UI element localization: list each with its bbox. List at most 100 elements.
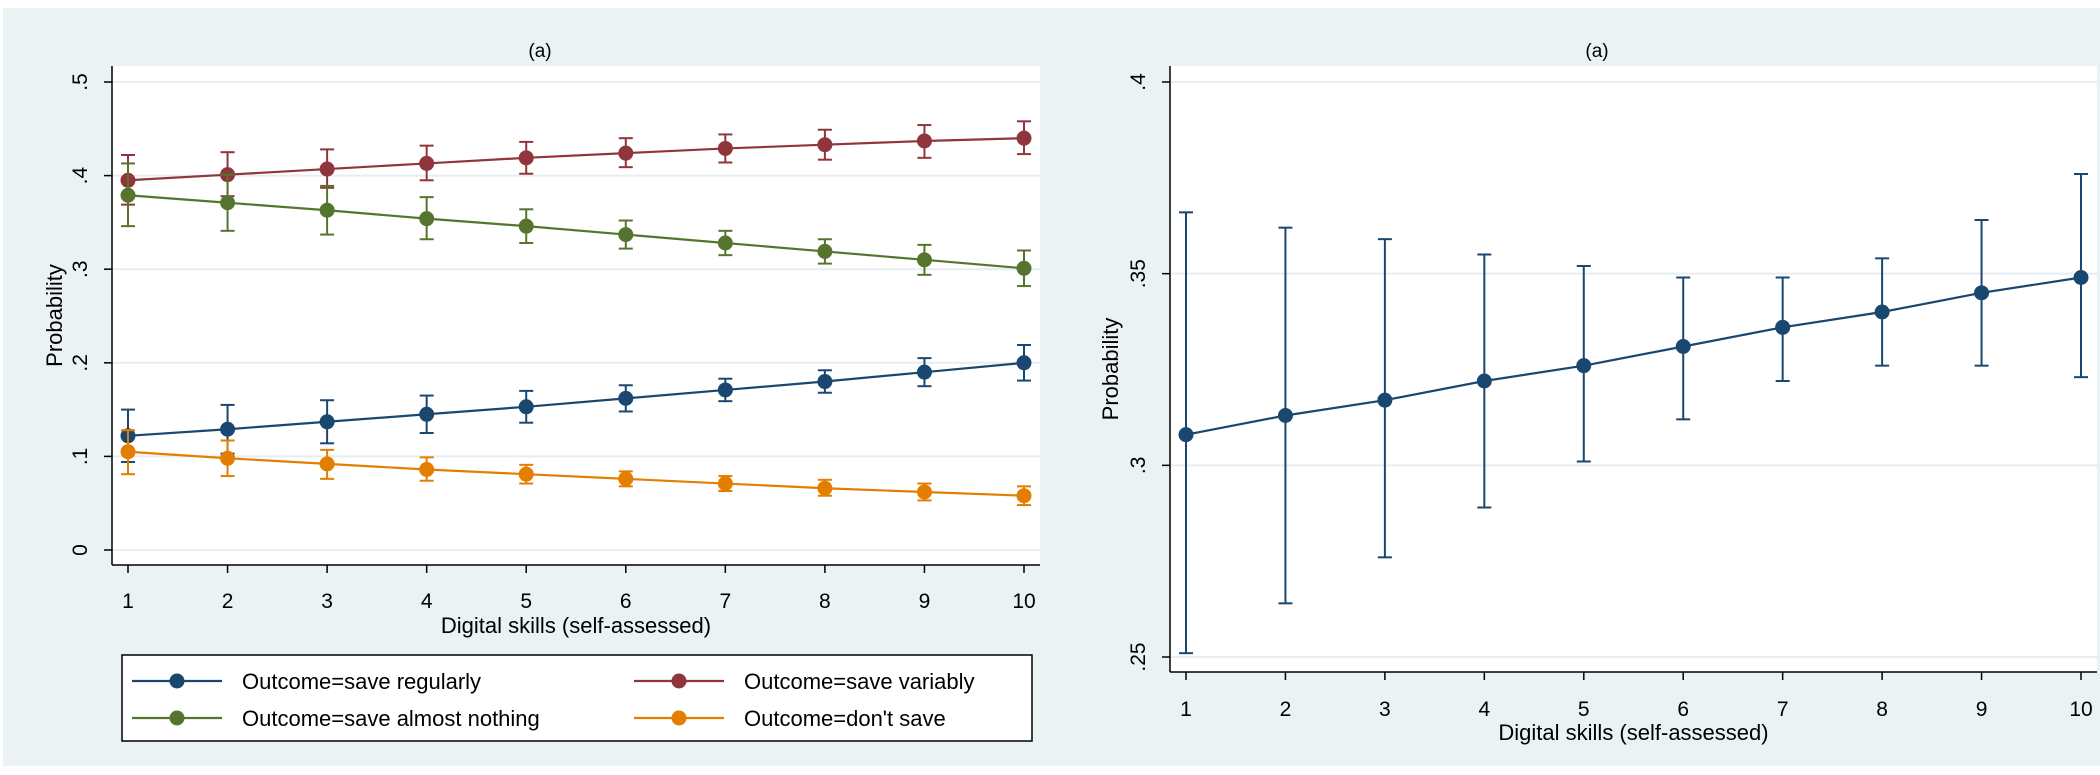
data-point	[817, 243, 833, 259]
x-tick-label: 3	[321, 590, 333, 613]
chart-panel-1: (a) 0 .1 .2 .3 .4 .5 1 2 3 4 5 6 7 8 9 10 Digital skills …	[42, 41, 1040, 742]
legend-label: Outcome=don't save	[744, 706, 946, 731]
legend-label: Outcome=save variably	[744, 669, 975, 694]
y-tick-label: 0	[69, 544, 92, 556]
data-point	[1675, 339, 1691, 354]
data-point	[1016, 260, 1032, 276]
data-point	[120, 444, 136, 460]
x-tick-label: 4	[1478, 698, 1490, 721]
x-axis-title: Digital skills (self-assessed)	[441, 613, 711, 638]
data-point	[120, 187, 136, 203]
data-point	[319, 414, 335, 430]
data-point	[419, 462, 435, 478]
data-point	[2073, 270, 2089, 285]
data-point	[518, 150, 534, 166]
x-tick-label: 1	[1180, 698, 1192, 721]
legend-swatch-marker	[671, 673, 687, 689]
x-tick-label: 10	[1012, 590, 1035, 613]
data-point	[717, 382, 733, 398]
data-point	[419, 155, 435, 171]
legend-item-4: Outcome=don't save	[634, 706, 946, 731]
y-tick-label: .3	[1127, 457, 1150, 475]
data-point	[1476, 373, 1492, 389]
series-line	[127, 361, 1025, 437]
series-1	[1178, 173, 2089, 655]
chart-panel-2: (a) .25 .3 .35 .4 1 2 3 4 5 6 7 8 9 10 Digital skills (…	[1098, 41, 2097, 745]
data-point	[518, 466, 534, 482]
data-point	[220, 450, 236, 466]
x-tick-label: 6	[620, 590, 632, 613]
legend-label: Outcome=save almost nothing	[242, 706, 540, 731]
data-point	[618, 227, 634, 243]
data-point	[319, 456, 335, 472]
legend-swatch-marker	[169, 710, 185, 726]
y-tick-label: .25	[1127, 642, 1150, 671]
data-point	[916, 252, 932, 268]
x-tick-label: 5	[1578, 698, 1590, 721]
data-point	[1874, 304, 1890, 320]
data-point	[817, 137, 833, 153]
data-point	[916, 484, 932, 500]
x-axis-title: Digital skills (self-assessed)	[1498, 720, 1768, 745]
y-tick-label: .2	[69, 354, 92, 372]
legend-box	[121, 654, 1033, 742]
y-tick-label: .1	[69, 448, 92, 466]
data-point	[916, 364, 932, 380]
plot-area	[1170, 66, 2097, 672]
data-point	[916, 133, 932, 149]
data-point	[618, 390, 634, 406]
x-tick-label: 4	[421, 590, 433, 613]
x-tick-label: 9	[919, 590, 931, 613]
y-tick-label: .3	[69, 260, 92, 278]
plot-area	[112, 66, 1040, 565]
data-point	[1016, 488, 1032, 504]
data-point	[518, 399, 534, 415]
y-tick-label: .5	[69, 73, 92, 91]
legend-item-3: Outcome=save almost nothing	[132, 706, 540, 731]
legend-item-1: Outcome=save regularly	[132, 669, 481, 694]
x-tick-label: 2	[222, 590, 234, 613]
data-point	[1178, 427, 1194, 443]
data-point	[717, 235, 733, 251]
y-tick-label: .35	[1127, 259, 1150, 288]
data-point	[618, 471, 634, 487]
legend-label: Outcome=save regularly	[242, 669, 481, 694]
data-point	[1576, 358, 1592, 374]
data-point	[1277, 408, 1293, 423]
x-tick-label: 7	[1777, 698, 1789, 721]
legend-item-2: Outcome=save variably	[634, 669, 975, 694]
x-tick-label: 2	[1280, 698, 1292, 721]
series-1	[120, 344, 1032, 464]
data-point	[817, 374, 833, 390]
series-line	[127, 194, 1025, 270]
x-tick-label: 1	[122, 590, 134, 613]
series-line	[127, 137, 1025, 182]
y-tick-label: .4	[69, 167, 92, 185]
data-point	[1775, 319, 1791, 335]
chart-title: (a)	[528, 41, 551, 62]
x-tick-label: 9	[1976, 698, 1988, 721]
series-4	[120, 429, 1032, 507]
y-tick-label: .4	[1127, 73, 1150, 91]
chart-title: (a)	[1585, 41, 1608, 62]
x-tick-label: 8	[1876, 698, 1888, 721]
data-point	[518, 218, 534, 234]
data-point	[618, 145, 634, 161]
x-tick-label: 7	[719, 590, 731, 613]
data-point	[220, 195, 236, 211]
y-axis-title: Probability	[42, 264, 67, 367]
data-point	[1377, 392, 1393, 408]
x-tick-label: 6	[1677, 698, 1689, 721]
x-tick-label: 5	[520, 590, 532, 613]
data-point	[717, 476, 733, 492]
data-point	[1016, 130, 1032, 146]
data-point	[319, 202, 335, 218]
x-tick-label: 10	[2069, 698, 2092, 721]
data-point	[817, 480, 833, 496]
data-point	[1016, 355, 1032, 371]
data-point	[419, 211, 435, 227]
legend-swatch-marker	[169, 673, 185, 689]
data-point	[419, 406, 435, 422]
data-point	[220, 421, 236, 437]
